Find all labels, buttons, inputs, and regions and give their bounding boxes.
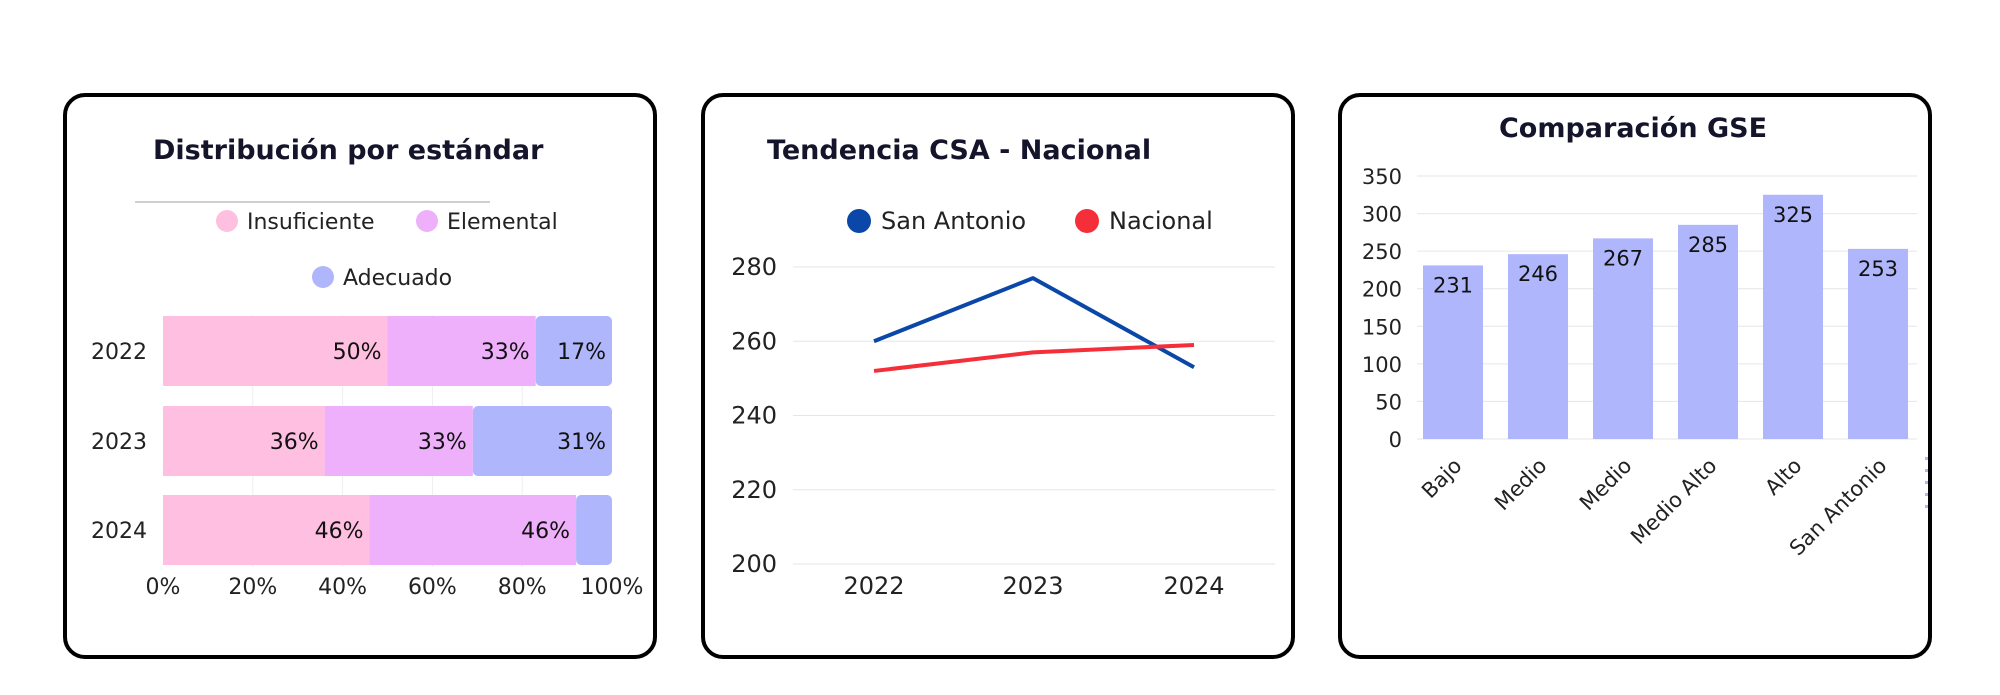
bar-4 [1763, 194, 1823, 439]
x-tick-label: 40% [318, 575, 367, 600]
y-tick-label: 2023 [91, 430, 147, 455]
legend-label-elemental: Elemental [447, 210, 558, 235]
scroll-dot [1925, 469, 1928, 472]
stacked-bar-chart: Distribución por estándar Insuficiente El… [91, 135, 644, 600]
y-tick-label: 2024 [91, 519, 147, 544]
scroll-dot [1925, 505, 1928, 508]
legend-label-nacional: Nacional [1109, 207, 1213, 235]
x-tick-label: Medio Alto [1626, 454, 1721, 549]
legend-swatch-elemental [416, 210, 438, 232]
x-tick-label: 2024 [1163, 572, 1224, 600]
y-tick-label: 0 [1389, 428, 1402, 452]
bar-2 [1593, 238, 1653, 439]
y-tick-label: 280 [731, 253, 777, 281]
legend-label-adecuado: Adecuado [343, 266, 452, 291]
x-tick-label: 60% [408, 575, 457, 600]
legend-swatch-san-antonio [847, 209, 871, 233]
y-tick-label: 2022 [91, 340, 147, 365]
column-chart: Comparación GSE 0 50 100 150 200 250 300 350 231… [1362, 113, 1928, 560]
data-label: 50% [333, 340, 382, 365]
y-tick-label: 260 [731, 327, 777, 355]
data-label: 17% [557, 340, 606, 365]
chart-title: Distribución por estándar [153, 135, 544, 166]
bar-segment-adecuado-2022 [535, 316, 612, 386]
x-tick-label: 80% [498, 575, 547, 600]
bar-segment-insuficiente-2024 [163, 495, 370, 565]
data-label: 231 [1433, 273, 1473, 297]
x-tick-label: Medio [1490, 454, 1552, 516]
data-label: 253 [1858, 257, 1898, 281]
bar-segment-adecuado-2024 [576, 495, 612, 565]
bar-0 [1423, 265, 1483, 439]
legend-label-san-antonio: San Antonio [881, 207, 1026, 235]
bar-group-2023: 36% 33% 31% [163, 406, 612, 476]
chart-title: Comparación GSE [1499, 113, 1767, 144]
line-chart: Tendencia CSA - Nacional San Antonio Naci… [731, 135, 1275, 600]
data-label: 36% [270, 430, 319, 455]
legend-swatch-nacional [1075, 209, 1099, 233]
x-tick-label: 20% [228, 575, 277, 600]
chart-card-distribucion: Distribución por estándar Insuficiente El… [63, 93, 657, 659]
x-tick-label: Medio [1575, 454, 1637, 516]
bar-group-2024: 46% 46% [163, 495, 612, 565]
y-tick-label: 150 [1362, 315, 1402, 339]
legend-label-insuficiente: Insuficiente [247, 210, 375, 235]
scroll-dot [1925, 457, 1928, 460]
data-label: 46% [315, 519, 364, 544]
legend-swatch-insuficiente [216, 210, 238, 232]
series-line-san-antonio [873, 276, 1195, 369]
y-tick-label: 250 [1362, 240, 1402, 264]
legend-swatch-adecuado [312, 266, 334, 288]
data-label: 325 [1773, 203, 1813, 227]
x-tick-label: 0% [146, 575, 181, 600]
bar-segment-elemental-2023 [324, 406, 473, 476]
chart-card-gse: Comparación GSE 0 50 100 150 200 250 300 350 231… [1338, 93, 1932, 659]
y-tick-label: 240 [731, 402, 777, 430]
x-tick-label: Bajo [1417, 454, 1466, 503]
y-tick-label: 50 [1375, 390, 1402, 414]
data-label: 285 [1688, 233, 1728, 257]
y-tick-label: 200 [731, 550, 777, 578]
y-tick-label: 350 [1362, 165, 1402, 189]
bar-segment-elemental-2024 [369, 495, 577, 565]
bar-segment-adecuado-2023 [472, 406, 612, 476]
bar-segment-insuficiente-2022 [163, 316, 388, 386]
bar-segment-elemental-2022 [387, 316, 536, 386]
bar-5 [1848, 248, 1908, 439]
y-tick-label: 220 [731, 476, 777, 504]
bar-segment-insuficiente-2023 [163, 406, 325, 476]
x-tick-label: 2023 [1002, 572, 1063, 600]
x-tick-label: 100% [581, 575, 644, 600]
y-tick-label: 300 [1362, 203, 1402, 227]
y-tick-label: 200 [1362, 278, 1402, 302]
chart-card-tendencia: Tendencia CSA - Nacional San Antonio Naci… [701, 93, 1295, 659]
scroll-dot [1925, 493, 1928, 496]
data-label: 33% [481, 340, 530, 365]
bar-3 [1678, 224, 1738, 439]
data-label: 31% [557, 430, 606, 455]
data-label: 33% [418, 430, 467, 455]
bar-group-2022: 50% 33% 17% [163, 316, 612, 386]
chart-title: Tendencia CSA - Nacional [767, 135, 1151, 166]
x-tick-label: Alto [1760, 454, 1806, 500]
scroll-dot [1925, 481, 1928, 484]
data-label: 46% [521, 519, 570, 544]
bar-1 [1508, 254, 1568, 439]
y-tick-label: 100 [1362, 353, 1402, 377]
series-line-nacional [873, 342, 1195, 373]
x-tick-label: 2022 [843, 572, 904, 600]
data-label: 246 [1518, 262, 1558, 286]
data-label: 267 [1603, 246, 1643, 270]
